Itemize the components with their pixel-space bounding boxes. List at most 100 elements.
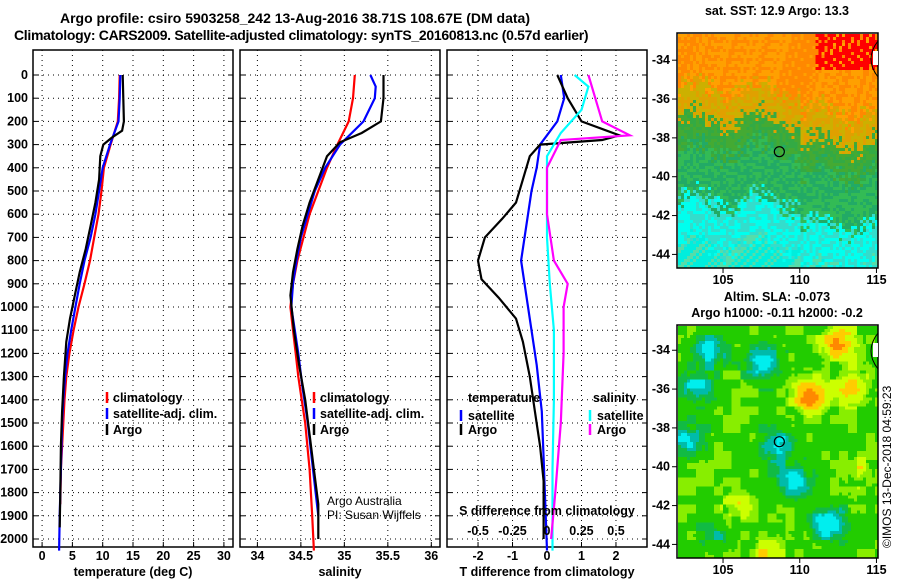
map-y-tick-label: -42 bbox=[652, 499, 670, 513]
title-line-2: Climatology: CARS2009. Satellite-adjuste… bbox=[14, 27, 589, 43]
legend-title-temperature: temperature bbox=[468, 391, 540, 405]
y-tick-label: 900 bbox=[7, 277, 28, 291]
map-y-tick-label: -34 bbox=[652, 53, 670, 67]
sst-map-image bbox=[678, 34, 878, 268]
x-tick-label: 0 bbox=[544, 549, 551, 563]
map-x-tick-label: 105 bbox=[713, 273, 734, 287]
legend-label: satellite-adj. clim. bbox=[113, 407, 217, 421]
series-line-t-satellite bbox=[519, 74, 566, 551]
y-tick-label: 1900 bbox=[0, 509, 28, 523]
legend-label: Argo bbox=[113, 423, 143, 437]
y-tick-label: 2000 bbox=[0, 532, 28, 546]
sla-map-title-1: Altim. SLA: -0.073 bbox=[723, 290, 831, 304]
series-line-argo bbox=[289, 75, 385, 539]
map-y-tick-label: -38 bbox=[652, 421, 670, 435]
s-tick-label: -0.25 bbox=[498, 524, 527, 538]
map-y-tick-label: -40 bbox=[652, 170, 670, 184]
map-x-tick-label: 115 bbox=[866, 563, 886, 577]
y-tick-label: 1600 bbox=[0, 439, 28, 453]
plot-frame bbox=[32, 49, 234, 548]
legend-title-salinity: salinity bbox=[593, 391, 636, 405]
series-line-argo bbox=[58, 74, 126, 528]
x-tick-label: -1 bbox=[507, 549, 518, 563]
y-tick-label: 700 bbox=[7, 230, 28, 244]
sla-map-title-2: Argo h1000: -0.11 h2000: -0.2 bbox=[691, 306, 863, 320]
legend-label: satellite bbox=[468, 409, 515, 423]
map-frame bbox=[676, 324, 879, 559]
credit-line-1: Argo Australia bbox=[327, 494, 402, 508]
land-patch bbox=[873, 343, 878, 357]
sla-map-image bbox=[678, 326, 878, 558]
series-line-climatology bbox=[289, 74, 356, 551]
map-y-tick-label: -40 bbox=[652, 460, 670, 474]
series-line-s-satellite bbox=[545, 74, 590, 551]
y-tick-label: 1200 bbox=[0, 346, 28, 360]
x-tick-label: 5 bbox=[69, 549, 76, 563]
sst-map-axes: 105 110 115 -34 -36 -38 -40 -42 -44 bbox=[652, 32, 887, 287]
x-tick-label: 34 bbox=[250, 549, 264, 563]
map-y-tick-label: -36 bbox=[652, 382, 670, 396]
y-tick-label: 1700 bbox=[0, 462, 28, 476]
panel-salinity: 34 34.5 35 35.5 36 salinity bbox=[239, 49, 441, 579]
x-tick-label: 35.5 bbox=[376, 549, 400, 563]
s-tick-label: 0.5 bbox=[607, 524, 624, 538]
x-axis-label: salinity bbox=[318, 565, 361, 579]
s-tick-label: -0.5 bbox=[467, 524, 489, 538]
y-tick-label: 1500 bbox=[0, 416, 28, 430]
map-x-tick-label: 110 bbox=[790, 563, 810, 577]
y-tick-label: 1300 bbox=[0, 370, 28, 384]
y-tick-label: 100 bbox=[7, 91, 28, 105]
y-tick-label: 400 bbox=[7, 161, 28, 175]
x-axis-label: temperature (deg C) bbox=[74, 565, 193, 579]
x-tick-label: -2 bbox=[472, 549, 483, 563]
s-axis-label: S difference from climatology bbox=[459, 504, 635, 518]
x-tick-label: 0 bbox=[39, 549, 46, 563]
y-tick-label: 1000 bbox=[0, 300, 28, 314]
s-tick-label: 0.25 bbox=[569, 524, 593, 538]
map-y-tick-label: -36 bbox=[652, 92, 670, 106]
map-x-tick-label: 110 bbox=[790, 273, 810, 287]
map-y-tick-label: -38 bbox=[652, 131, 670, 145]
x-tick-label: 10 bbox=[96, 549, 110, 563]
map-y-tick-label: -44 bbox=[652, 247, 670, 261]
plot-frame bbox=[446, 49, 648, 548]
map-frame bbox=[676, 32, 879, 269]
x-tick-label: 34.5 bbox=[289, 549, 313, 563]
legend-label: Argo bbox=[597, 423, 627, 437]
imos-stamp: ©IMOS 13-Dec-2018 04:59:23 bbox=[880, 385, 894, 548]
x-tick-label: 36 bbox=[424, 549, 438, 563]
legend-label: satellite bbox=[597, 409, 644, 423]
legend-label: Argo bbox=[468, 423, 498, 437]
panel-temperature: 0 5 10 15 20 25 30 temperature (deg C) bbox=[32, 49, 234, 579]
legend-label: climatology bbox=[320, 391, 390, 405]
map-y-tick-label: -34 bbox=[652, 343, 670, 357]
legend-label: satellite-adj. clim. bbox=[320, 407, 424, 421]
credit-line-2: PI: Susan Wijffels bbox=[327, 508, 421, 522]
x-axis-label: T difference from climatology bbox=[459, 565, 634, 579]
coastline-contour bbox=[870, 40, 879, 78]
series-line-satellite-adj-clim- bbox=[290, 74, 377, 516]
series-line-t-argo bbox=[476, 74, 624, 539]
land-patch bbox=[873, 51, 878, 65]
sst-map-title: sat. SST: 12.9 Argo: 13.3 bbox=[704, 4, 850, 18]
x-tick-label: 35 bbox=[337, 549, 351, 563]
x-tick-label: 20 bbox=[156, 549, 170, 563]
map-y-tick-label: -44 bbox=[652, 537, 670, 551]
map-x-tick-label: 115 bbox=[866, 273, 886, 287]
y-tick-label: 1100 bbox=[1, 323, 28, 337]
y-tick-label: 300 bbox=[7, 138, 28, 152]
x-tick-label: 30 bbox=[217, 549, 231, 563]
argo-location-marker bbox=[773, 146, 785, 158]
panel-differences: -2 -1 0 1 2 T difference from climatology bbox=[446, 49, 648, 579]
plot-frame bbox=[239, 49, 441, 548]
title-line-1: Argo profile: csiro 5903258_242 13-Aug-2… bbox=[60, 10, 530, 26]
legend-label: climatology bbox=[113, 391, 183, 405]
x-tick-label: 1 bbox=[578, 549, 585, 563]
argo-location-marker bbox=[773, 436, 785, 448]
coastline-contour bbox=[870, 332, 879, 370]
map-y-tick-label: -42 bbox=[652, 209, 670, 223]
y-tick-label: 1800 bbox=[0, 486, 28, 500]
legend-label: Argo bbox=[320, 423, 350, 437]
y-tick-label: 0 bbox=[21, 68, 28, 82]
